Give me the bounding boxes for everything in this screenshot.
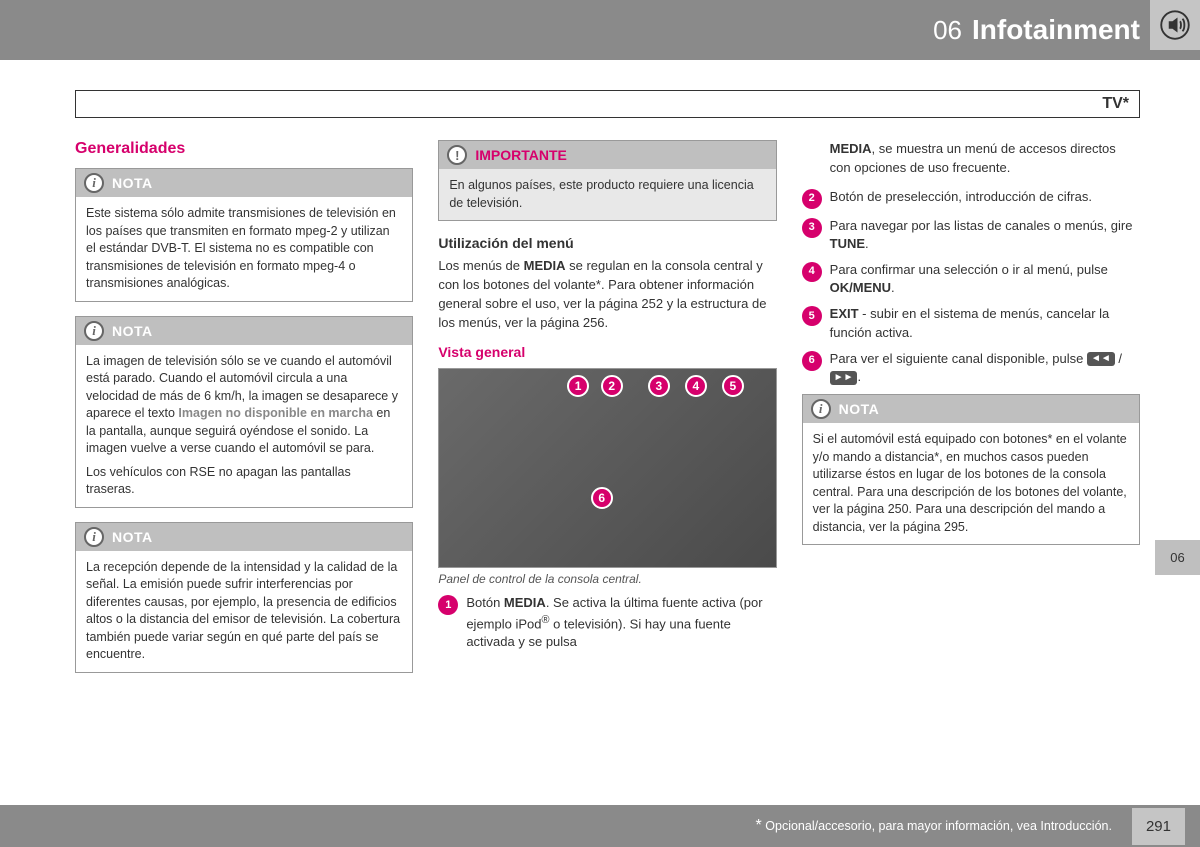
list-item: 5 EXIT - subir en el sistema de menús, ca…	[802, 305, 1140, 341]
warning-icon: !	[447, 145, 467, 165]
footer-bar: * Opcional/accesorio, para mayor informa…	[0, 805, 1200, 847]
note-body: En algunos países, este producto requier…	[439, 169, 775, 220]
text: EXIT - subir en el sistema de menús, can…	[830, 305, 1140, 341]
note-label: NOTA	[112, 529, 153, 545]
note-header: i NOTA	[76, 317, 412, 345]
text: Los menús de	[438, 258, 523, 273]
note-body: La imagen de televisión sólo se ve cuand…	[76, 345, 412, 507]
chapter-number: 06	[933, 15, 962, 46]
bullet-6: 6	[802, 351, 822, 371]
bullet-4: 4	[802, 262, 822, 282]
important-label: IMPORTANTE	[475, 147, 567, 163]
header-bar: 06 Infotainment	[0, 0, 1200, 60]
note-body: Si el automóvil está equipado con botone…	[803, 423, 1139, 544]
list-item: 4 Para confirmar una selección o ir al me…	[802, 261, 1140, 297]
text: Los vehículos con RSE no apagan las pant…	[86, 464, 402, 499]
callout-3: 3	[648, 375, 670, 397]
callout-list-cont: 2 Botón de preselección, introducción de …	[802, 188, 1140, 387]
info-icon: i	[84, 173, 104, 193]
note-header: ! IMPORTANTE	[439, 141, 775, 169]
important-box: ! IMPORTANTE En algunos países, este pro…	[438, 140, 776, 221]
text: Opcional/accesorio, para mayor informaci…	[765, 819, 1112, 833]
note-header: i NOTA	[76, 169, 412, 197]
callout-1: 1	[567, 375, 589, 397]
content-area: Generalidades i NOTA Este sistema sólo a…	[75, 140, 1140, 777]
bullet-2: 2	[802, 189, 822, 209]
chapter-title: Infotainment	[972, 14, 1140, 46]
text: Para ver el siguiente canal disponible, …	[830, 350, 1140, 386]
bullet-5: 5	[802, 306, 822, 326]
text: Para navegar por las listas de canales o…	[830, 217, 1140, 253]
speaker-icon	[1150, 0, 1200, 50]
info-icon: i	[811, 399, 831, 419]
callout-2: 2	[601, 375, 623, 397]
bullet-1: 1	[438, 595, 458, 615]
note-body: La recepción depende de la intensidad y …	[76, 551, 412, 672]
text-bold: MEDIA	[524, 258, 566, 273]
footer-note: * Opcional/accesorio, para mayor informa…	[756, 817, 1112, 835]
text-bold: MEDIA	[830, 141, 872, 156]
heading-generalidades: Generalidades	[75, 140, 413, 158]
page-number: 291	[1132, 808, 1185, 845]
heading-utilizacion: Utilización del menú	[438, 235, 776, 251]
list-item: 3 Para navegar por las listas de canales …	[802, 217, 1140, 253]
callout-5: 5	[722, 375, 744, 397]
info-icon: i	[84, 321, 104, 341]
text: Para confirmar una selección o ir al men…	[830, 261, 1140, 297]
text: Botón MEDIA. Se activa la última fuente …	[466, 594, 776, 651]
note-box-3: i NOTA La recepción depende de la intens…	[75, 522, 413, 673]
note-label: NOTA	[112, 323, 153, 339]
note-header: i NOTA	[803, 395, 1139, 423]
figure-console: 1 2 3 4 5 6 Panel de control de la conso…	[438, 368, 776, 586]
list-item: 2 Botón de preselección, introducción de …	[802, 188, 1140, 209]
list-item: 1 Botón MEDIA. Se activa la última fuente…	[438, 594, 776, 651]
note-box-2: i NOTA La imagen de televisión sólo se v…	[75, 316, 413, 508]
text: , se muestra un menú de accesos directos…	[830, 141, 1116, 175]
paragraph: Los menús de MEDIA se regulan en la cons…	[438, 257, 776, 332]
note-body: Este sistema sólo admite transmisiones d…	[76, 197, 412, 301]
info-icon: i	[84, 527, 104, 547]
side-tab: 06	[1155, 540, 1200, 575]
star-icon: *	[756, 817, 762, 834]
paragraph-continuation: MEDIA, se muestra un menú de accesos dir…	[830, 140, 1140, 178]
note-box-1: i NOTA Este sistema sólo admite transmis…	[75, 168, 413, 302]
next-icon: ►►	[830, 371, 858, 385]
prev-icon: ◄◄	[1087, 352, 1115, 366]
callout-4: 4	[685, 375, 707, 397]
text: Botón de preselección, introducción de c…	[830, 188, 1092, 209]
inline-disabled-text: Imagen no disponible en marcha	[178, 406, 372, 420]
note-header: i NOTA	[76, 523, 412, 551]
section-title: TV*	[75, 90, 1140, 118]
note-label: NOTA	[112, 175, 153, 191]
heading-vista-general: Vista general	[438, 344, 776, 360]
note-label: NOTA	[839, 401, 880, 417]
callout-6: 6	[591, 487, 613, 509]
figure-caption: Panel de control de la consola central.	[438, 572, 776, 586]
bullet-3: 3	[802, 218, 822, 238]
list-item: 6 Para ver el siguiente canal disponible,…	[802, 350, 1140, 386]
console-image: 1 2 3 4 5 6	[438, 368, 776, 568]
callout-list: 1 Botón MEDIA. Se activa la última fuente…	[438, 594, 776, 651]
note-box-4: i NOTA Si el automóvil está equipado con…	[802, 394, 1140, 545]
